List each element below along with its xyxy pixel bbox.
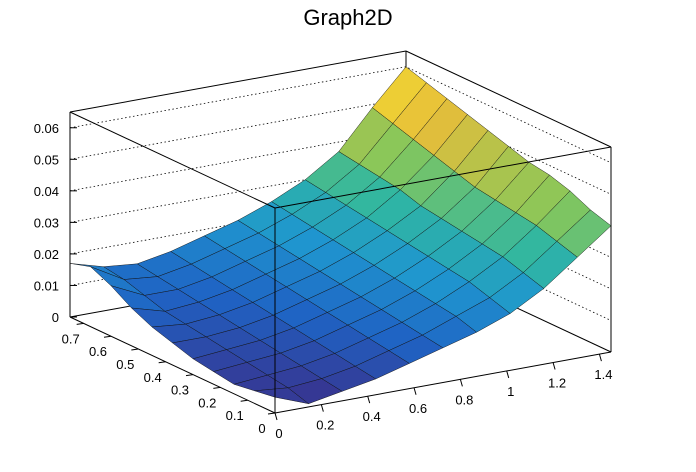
- x-tick-mark: [274, 412, 278, 421]
- y-tick-mark: [158, 361, 166, 364]
- front-frame-edge: [69, 111, 276, 209]
- x-tick-label: 1: [507, 384, 514, 399]
- x-tick-label: 0.4: [363, 409, 381, 424]
- back-frame-edge: [405, 50, 612, 148]
- x-tick-label: 0.8: [455, 392, 473, 407]
- y-tick-mark: [131, 348, 139, 351]
- x-tick-mark: [506, 370, 510, 379]
- y-tick-label: 0: [258, 421, 265, 436]
- x-tick-mark: [367, 396, 371, 404]
- back-frame-edge: [69, 316, 276, 414]
- y-tick-mark: [240, 399, 248, 402]
- y-tick-mark: [76, 322, 84, 325]
- z-tick-label: 0.06: [34, 121, 59, 136]
- x-tick-mark: [598, 353, 602, 362]
- y-tick-label: 0.4: [144, 370, 162, 385]
- y-tick-mark: [103, 335, 112, 338]
- surface-cell: [556, 209, 612, 258]
- z-tick-label: 0.05: [34, 152, 59, 167]
- x-tick-mark: [413, 387, 417, 395]
- y-tick-label: 0.1: [226, 408, 244, 423]
- z-tick-label: 0: [52, 310, 59, 325]
- z-tick-label: 0.03: [34, 215, 59, 230]
- back-frame-edge: [274, 351, 612, 414]
- y-tick-label: 0.7: [62, 331, 80, 346]
- x-tick-mark: [459, 379, 463, 387]
- x-tick-label: 1.4: [594, 367, 612, 382]
- y-tick-label: 0.2: [198, 395, 216, 410]
- z-tick-label: 0.01: [34, 278, 59, 293]
- z-tick-label: 0.02: [34, 247, 59, 262]
- front-frame-edge: [274, 146, 612, 209]
- x-tick-label: 0.2: [316, 418, 334, 433]
- x-tick-mark: [320, 404, 324, 412]
- surface-mesh: [69, 66, 612, 404]
- y-tick-mark: [185, 374, 194, 377]
- x-tick-label: 0: [275, 426, 282, 441]
- y-tick-mark: [213, 386, 221, 389]
- axis-tick-labels: 0 0.2 0.4 0.6 0.8 1 1.2 1.4 0 0.1 0.2 0.3 0.4 0.5 0.6 0…: [34, 121, 613, 441]
- y-tick-mark: [267, 412, 276, 415]
- y-tick-label: 0.3: [171, 383, 189, 398]
- x-tick-mark: [552, 362, 556, 370]
- back-frame-edge: [69, 50, 407, 113]
- x-tick-label: 1.2: [548, 376, 566, 391]
- z-grid-line: [69, 66, 612, 164]
- chart-title: Graph2D: [303, 5, 392, 30]
- y-tick-label: 0.5: [116, 357, 134, 372]
- z-tick-label: 0.04: [34, 184, 59, 199]
- front-frame: [69, 111, 612, 413]
- x-tick-label: 0.6: [409, 401, 427, 416]
- y-tick-label: 0.6: [89, 344, 107, 359]
